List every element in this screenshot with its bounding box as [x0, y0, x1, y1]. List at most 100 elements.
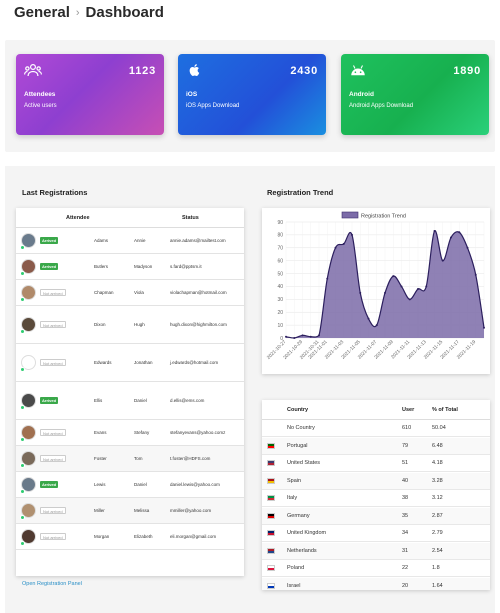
status-badge[interactable]: Not arrived	[40, 321, 66, 328]
country-name: Portugal	[287, 442, 308, 449]
country-name: No Country	[287, 425, 315, 431]
data-point	[441, 259, 444, 262]
country-row: No Country 610 50.04	[262, 420, 490, 437]
avatar	[21, 528, 36, 544]
status-dot	[20, 462, 25, 468]
table-row[interactable]: Arrived Butlers Madyson s.fard@pptsm.it	[16, 254, 244, 280]
status-dot	[20, 328, 25, 334]
status-dot	[20, 540, 25, 546]
status-dot	[20, 404, 25, 410]
avatar	[21, 232, 36, 248]
country-users: 34	[402, 530, 409, 536]
y-tick-label: 10	[277, 323, 283, 329]
country-name: Germany	[287, 512, 310, 519]
avatar	[21, 502, 36, 518]
page-title: Dashboard	[85, 4, 164, 21]
country-row: Portugal 79 6.48	[262, 437, 490, 455]
col-total: % of Total	[432, 407, 458, 413]
apple-icon	[189, 64, 200, 76]
spain-flag-icon	[267, 477, 275, 484]
country-pct: 3.12	[432, 495, 443, 501]
last-name: Morgan	[94, 533, 110, 539]
status-badge[interactable]: Not arrived	[40, 429, 66, 436]
country-name: United Kingdom	[287, 530, 327, 536]
country-name: Netherlands	[287, 547, 317, 554]
col-status: Status	[182, 215, 199, 221]
country-row: Italy 38 3.12	[262, 490, 490, 507]
status-badge[interactable]: Not arrived	[40, 507, 66, 514]
avatar	[21, 284, 36, 300]
country-users: 51	[402, 460, 409, 466]
country-table: Country User % of Total No Country 610 50.…	[262, 400, 490, 590]
last-name: Foster	[94, 455, 107, 461]
data-point	[483, 326, 485, 329]
android-count: 1890	[453, 65, 481, 77]
data-point	[293, 337, 296, 339]
breadcrumb-separator: ›	[75, 6, 80, 19]
y-tick-label: 40	[277, 284, 283, 290]
netherlands-flag-icon	[267, 547, 275, 554]
table-row[interactable]: Arrived Ellis Daniel d.ellis@ems.com	[16, 382, 244, 420]
first-name: Daniel	[134, 481, 147, 487]
uk-flag-icon	[267, 530, 275, 536]
email: hugh.dixon@highmilton.com	[170, 321, 227, 327]
status-badge[interactable]: Not arrived	[40, 533, 66, 540]
y-tick-label: 30	[277, 297, 283, 303]
country-users: 40	[402, 477, 409, 484]
country-users: 20	[402, 582, 409, 589]
ios-title: iOS	[186, 91, 198, 98]
country-row: Germany 35 2.87	[262, 507, 490, 525]
table-row[interactable]: Arrived Adams Annie annie.adams@mailtest.co…	[16, 228, 244, 254]
country-users: 22	[402, 565, 409, 571]
table-row[interactable]: Not arrived Foster Tom t.foster@HDFS.com	[16, 446, 244, 472]
status-badge[interactable]: Not arrived	[40, 455, 66, 462]
status-badge[interactable]: Not arrived	[40, 289, 66, 296]
status-dot	[20, 514, 25, 520]
table-row[interactable]: Arrived Lewis Daniel daniel.lewis@yahoo.com	[16, 472, 244, 498]
open-registration-panel-link[interactable]: Open Registration Panel	[22, 581, 82, 587]
attendees-card[interactable]: 1123 Attendees Active users	[16, 54, 164, 135]
country-users: 31	[402, 547, 409, 554]
country-pct: 6.48	[432, 442, 443, 449]
country-row: Netherlands 31 2.54	[262, 542, 490, 560]
legend-swatch	[341, 211, 359, 219]
country-header: Country User % of Total	[262, 400, 490, 420]
first-name: Tom	[134, 455, 143, 461]
status-dot	[20, 436, 25, 442]
breadcrumb-section[interactable]: General	[14, 4, 70, 21]
trend-title: Registration Trend	[267, 188, 334, 197]
avatar	[21, 424, 36, 440]
table-row[interactable]: Not arrived Evans Stefany stefanyevans@yaho…	[16, 420, 244, 446]
y-tick-label: 20	[277, 310, 283, 316]
table-row[interactable]: Not arrived Dixon Hugh hugh.dixon@highmilto…	[16, 306, 244, 344]
table-row[interactable]: Not arrived Chapman Viola violachapman@hotm…	[16, 280, 244, 306]
status-badge[interactable]: Not arrived	[40, 359, 66, 366]
email: eli.morgan@gmail.com	[170, 533, 217, 539]
data-point	[417, 288, 419, 291]
country-row: United Kingdom 34 2.79	[262, 525, 490, 542]
email: violachapman@hotmail.com	[170, 289, 227, 295]
android-icon	[351, 65, 365, 76]
country-pct: 1.64	[432, 582, 443, 589]
email: stefanyevans@yahoo.comz	[170, 429, 226, 435]
registration-trend-chart: Registration Trend0102030405060708090202…	[266, 211, 485, 361]
avatar	[21, 450, 36, 466]
last-name: Lewis	[94, 481, 106, 487]
email: d.ellis@ems.com	[170, 397, 205, 403]
table-row[interactable]: Not arrived Morgan Elizabeth eli.morgan@gma…	[16, 524, 244, 550]
table-row[interactable]: Not arrived Edwards Jonathan j.edwards@hotm…	[16, 344, 244, 382]
trend-chart-panel: Registration Trend 0 10 20 30 40 50 60 70 80 90 202…	[262, 208, 490, 374]
status-badge[interactable]: Arrived	[40, 481, 59, 488]
registrations-table: Attendee Status Arrived Adams Annie annie.a…	[16, 208, 244, 576]
data-point	[342, 242, 345, 245]
ios-card[interactable]: 2430 iOS iOS Apps Download	[178, 54, 326, 135]
table-row[interactable]: Not arrived Miller Melissa mmiller@yahoo.co…	[16, 498, 244, 524]
first-name: Elizabeth	[134, 533, 153, 539]
android-card[interactable]: 1890 Android Android Apps Download	[341, 54, 489, 135]
email: t.foster@HDFS.com	[170, 455, 211, 461]
attendees-title: Attendees	[24, 91, 56, 98]
status-badge[interactable]: Arrived	[40, 237, 59, 244]
status-badge[interactable]: Arrived	[40, 397, 59, 404]
status-badge[interactable]: Arrived	[40, 263, 59, 270]
